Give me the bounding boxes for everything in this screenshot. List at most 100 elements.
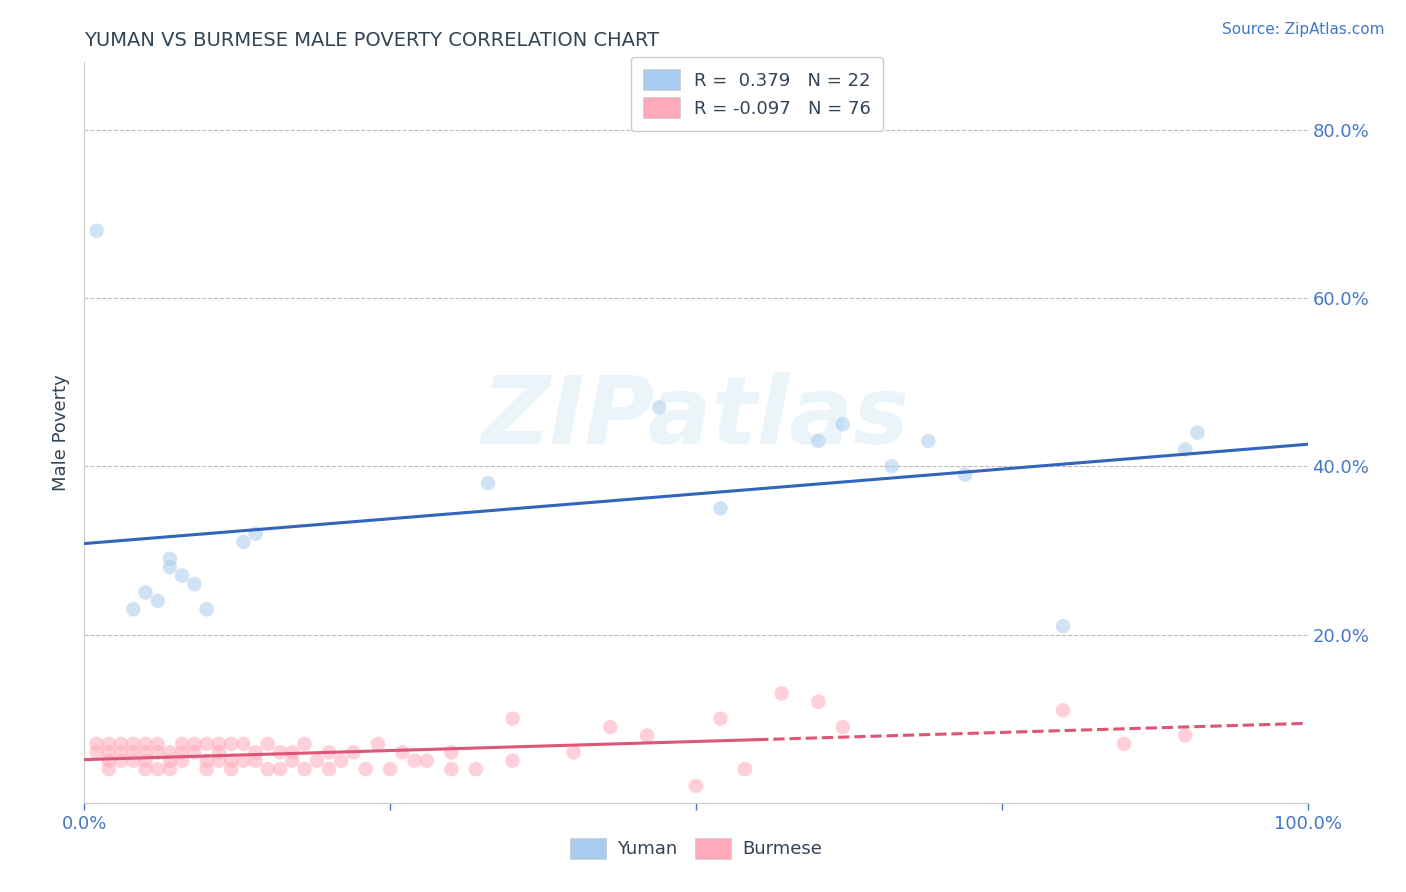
Point (97, 762, 120, 776)
Point (245, 754, 267, 768)
Point (807, 434, 830, 448)
Point (86, 745, 108, 759)
Point (257, 737, 280, 751)
Text: YUMAN VS BURMESE MALE POVERTY CORRELATION CHART: YUMAN VS BURMESE MALE POVERTY CORRELATIO… (84, 30, 659, 50)
Point (219, 737, 242, 751)
Text: Source: ZipAtlas.com: Source: ZipAtlas.com (1222, 22, 1385, 37)
Legend: Yuman, Burmese: Yuman, Burmese (561, 829, 831, 868)
Point (110, 737, 132, 751)
Point (195, 762, 218, 776)
Point (159, 754, 181, 768)
Point (831, 720, 853, 734)
Point (281, 745, 304, 759)
Point (219, 754, 242, 768)
Point (245, 526, 267, 541)
Point (97, 737, 120, 751)
Point (232, 754, 254, 768)
Point (159, 745, 181, 759)
Point (208, 754, 231, 768)
Point (380, 762, 402, 776)
Point (146, 594, 169, 608)
Point (122, 602, 145, 616)
Point (257, 762, 280, 776)
Point (183, 737, 205, 751)
Point (416, 754, 439, 768)
Point (172, 568, 194, 582)
Point (318, 745, 340, 759)
Point (110, 754, 132, 768)
Point (135, 585, 157, 599)
Point (354, 762, 377, 776)
Point (831, 417, 853, 432)
Point (440, 745, 463, 759)
Point (97, 754, 120, 768)
Point (195, 602, 218, 616)
Point (1114, 737, 1136, 751)
Point (562, 745, 585, 759)
Point (135, 762, 157, 776)
Point (159, 560, 181, 574)
Point (146, 745, 169, 759)
Point (208, 737, 231, 751)
Point (195, 737, 218, 751)
Point (269, 762, 291, 776)
Point (245, 745, 267, 759)
Point (599, 720, 621, 734)
Point (648, 401, 671, 415)
Point (135, 745, 157, 759)
Point (636, 729, 658, 743)
Point (208, 745, 231, 759)
Point (807, 695, 830, 709)
Point (1174, 729, 1197, 743)
Point (440, 762, 463, 776)
Point (281, 754, 304, 768)
Point (232, 535, 254, 549)
Point (391, 745, 413, 759)
Point (110, 745, 132, 759)
Point (195, 754, 218, 768)
Point (464, 762, 486, 776)
Point (502, 754, 524, 768)
Point (135, 754, 157, 768)
Point (159, 551, 181, 566)
Point (219, 762, 242, 776)
Point (502, 712, 524, 726)
Point (367, 737, 389, 751)
Point (734, 762, 756, 776)
Point (294, 762, 316, 776)
Point (685, 779, 707, 793)
Point (122, 754, 145, 768)
Point (122, 745, 145, 759)
Point (953, 467, 976, 482)
Point (172, 745, 194, 759)
Point (146, 762, 169, 776)
Point (146, 737, 169, 751)
Point (135, 737, 157, 751)
Point (318, 762, 340, 776)
Point (1187, 425, 1209, 440)
Point (269, 745, 291, 759)
Point (172, 754, 194, 768)
Point (880, 459, 903, 474)
Point (122, 737, 145, 751)
Point (86, 224, 108, 238)
Point (330, 754, 353, 768)
Point (97, 745, 120, 759)
Point (917, 434, 939, 448)
Point (709, 712, 731, 726)
Point (183, 577, 205, 591)
Point (1052, 703, 1074, 717)
Point (232, 737, 254, 751)
Point (294, 737, 316, 751)
Point (477, 476, 499, 491)
Point (1052, 619, 1074, 633)
Y-axis label: Male Poverty: Male Poverty (52, 375, 70, 491)
Point (305, 754, 328, 768)
Point (404, 754, 426, 768)
Point (709, 501, 731, 516)
Point (1174, 442, 1197, 457)
Point (342, 745, 364, 759)
Point (172, 737, 194, 751)
Point (183, 745, 205, 759)
Point (159, 762, 181, 776)
